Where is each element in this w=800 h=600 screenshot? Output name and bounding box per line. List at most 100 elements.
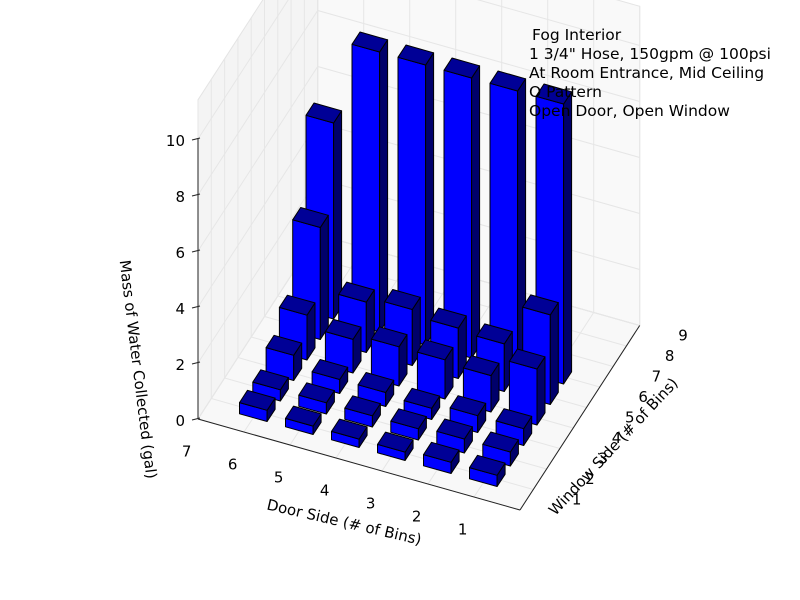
bar-top-face (462, 355, 500, 377)
bar-top-face (252, 369, 289, 391)
bar-top-face (338, 281, 375, 303)
z-tick-mark (191, 361, 201, 365)
bar-top-face (370, 326, 408, 348)
y-tick-label: 5 (625, 409, 635, 427)
bar-top-face (311, 359, 349, 380)
bar (489, 70, 527, 372)
bar-top-face (476, 323, 513, 345)
bar-top-face (535, 83, 573, 105)
bar-top-face (390, 408, 427, 430)
z-tick-mark (191, 305, 201, 309)
x-tick-label: 2 (412, 507, 422, 525)
bar-top-face (482, 431, 519, 453)
bar-top-face (239, 389, 276, 411)
bar-top-face (489, 70, 527, 92)
z-tick-label: 0 (175, 412, 185, 430)
bar-top-face (469, 454, 506, 476)
y-tick-label: 7 (652, 368, 662, 386)
z-tick-label: 4 (175, 300, 185, 318)
bar-top-face (443, 57, 481, 79)
bar-side-face (319, 214, 329, 340)
bar-side-face (563, 91, 573, 385)
y-axis-line (519, 325, 641, 511)
x-axis-line (197, 418, 521, 511)
bar (390, 408, 427, 441)
bar-top-face (423, 441, 460, 463)
x-tick-label: 7 (182, 442, 192, 460)
bar (265, 334, 303, 381)
y-tick-label: 1 (572, 491, 582, 509)
bar (469, 454, 506, 487)
bar-side-face (379, 39, 389, 333)
bar (416, 339, 454, 400)
y-tick-label: 8 (665, 347, 675, 365)
z-tick-label: 10 (166, 132, 185, 150)
bar-top-face (305, 102, 343, 124)
y-tick-label: 6 (638, 388, 648, 406)
gridline-height (197, 9, 640, 196)
bar (377, 431, 414, 461)
chart-title: Fog Interior 1 3/4" Hose, 150gpm @ 100ps… (529, 26, 771, 120)
bar-side-face (333, 110, 343, 320)
bar-top-face (357, 372, 395, 393)
z-axis-label: Mass of Water Collected (gal) (116, 259, 161, 480)
bar-top-face (495, 408, 533, 430)
z-tick-mark (191, 249, 201, 253)
gridline-height (197, 0, 640, 140)
z-tick-label: 2 (175, 356, 185, 374)
bar-top-face (344, 395, 381, 417)
bar-top-face (278, 294, 316, 316)
bar (436, 418, 473, 454)
z-tick-mark (191, 137, 201, 141)
bar (508, 348, 546, 426)
bar-top-face (331, 418, 368, 440)
bar (239, 389, 276, 422)
bar-side-face (471, 65, 481, 359)
bar-top-face (377, 431, 414, 453)
z-tick-mark (191, 417, 201, 421)
title-line-1: Fog Interior (532, 26, 622, 44)
y-tick-label: 2 (585, 470, 595, 488)
bar (443, 57, 481, 359)
bar-top-face (416, 339, 454, 361)
y-tick-label: 4 (612, 429, 622, 447)
bar-top-face (324, 318, 362, 340)
bar-top-face (430, 307, 467, 329)
bar-top-face (285, 405, 322, 427)
bar-top-face (449, 395, 487, 417)
bar-top-face (384, 289, 421, 310)
z-tick-mark (191, 193, 201, 197)
x-tick-label: 6 (228, 455, 238, 473)
x-axis-label: Door Side (# of Bins) (265, 496, 423, 549)
title-line-3: At Room Entrance, Mid Ceiling (529, 64, 764, 82)
title-line-4: O Pattern (529, 83, 602, 101)
bar-top-face (265, 334, 303, 356)
bar-top-face (292, 207, 329, 228)
title-line-2: 1 3/4" Hose, 150gpm @ 100psi (529, 45, 771, 63)
bar-top-face (522, 294, 559, 316)
bar (331, 418, 368, 448)
bar (423, 441, 460, 474)
bar (403, 387, 441, 420)
bar-top-face (351, 31, 389, 53)
bar (462, 355, 500, 413)
x-tick-label: 4 (320, 481, 330, 499)
x-tick-label: 1 (458, 520, 468, 538)
bar-side-face (425, 52, 435, 346)
bar-top-face (436, 418, 473, 440)
bar (482, 431, 519, 467)
title-line-5: Open Door, Open Window (529, 102, 730, 120)
y-tick-label: 3 (598, 450, 608, 468)
bar (357, 372, 395, 407)
bar-top-face (298, 382, 335, 404)
bar (344, 395, 381, 428)
y-tick-label: 9 (678, 327, 688, 345)
x-tick-label: 3 (366, 494, 376, 512)
bar (298, 382, 335, 415)
z-tick-label: 6 (175, 244, 185, 262)
bar-top-face (508, 348, 546, 370)
bar-side-face (549, 302, 559, 405)
gridline-height (197, 65, 640, 252)
